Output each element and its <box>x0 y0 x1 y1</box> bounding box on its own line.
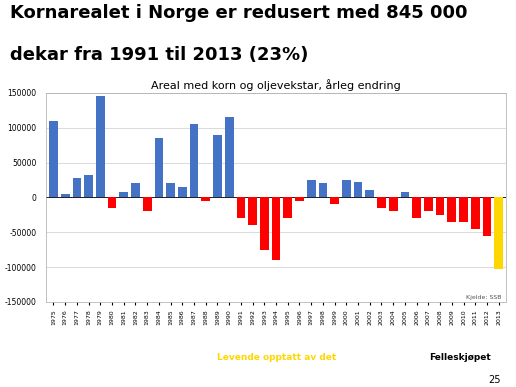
Bar <box>248 197 257 225</box>
Bar <box>225 117 234 197</box>
Bar <box>342 180 351 197</box>
Bar <box>295 197 304 201</box>
Bar <box>49 121 58 197</box>
Text: Levende opptatt av det: Levende opptatt av det <box>217 353 336 361</box>
Bar <box>178 187 187 197</box>
Bar <box>283 197 292 218</box>
Bar <box>389 197 398 211</box>
Bar <box>377 197 386 208</box>
Bar <box>84 175 93 197</box>
Text: Felleskjøpet: Felleskjøpet <box>429 353 491 361</box>
Text: 25: 25 <box>488 375 501 385</box>
Bar <box>471 197 479 229</box>
Bar <box>213 135 222 197</box>
Bar <box>353 182 362 197</box>
Bar <box>201 197 210 201</box>
Bar <box>61 194 70 197</box>
Text: dekar fra 1991 til 2013 (23%): dekar fra 1991 til 2013 (23%) <box>10 46 309 65</box>
Bar <box>424 197 433 211</box>
Bar <box>131 183 140 197</box>
Bar <box>154 138 163 197</box>
Text: Kjelde: SSB: Kjelde: SSB <box>465 295 501 300</box>
Bar <box>436 197 444 215</box>
Title: Areal med korn og oljevekstar, årleg endring: Areal med korn og oljevekstar, årleg end… <box>151 79 401 91</box>
Bar <box>96 96 105 197</box>
Bar <box>119 192 128 197</box>
Bar <box>260 197 269 250</box>
Bar <box>330 197 339 204</box>
Bar <box>271 197 281 260</box>
Y-axis label: Dekar: Dekar <box>0 186 2 209</box>
Text: Kornarealet i Norge er redusert med 845 000: Kornarealet i Norge er redusert med 845 … <box>10 4 468 22</box>
Bar <box>236 197 245 218</box>
Bar <box>307 180 316 197</box>
Bar <box>400 192 409 197</box>
Bar <box>190 124 199 197</box>
Bar <box>166 183 175 197</box>
Bar <box>318 183 327 197</box>
Bar <box>412 197 421 218</box>
Bar <box>494 197 503 269</box>
Bar <box>482 197 491 236</box>
Bar <box>73 178 82 197</box>
Bar <box>108 197 117 208</box>
Bar <box>459 197 468 222</box>
Bar <box>447 197 456 222</box>
Bar <box>365 190 374 197</box>
Bar <box>143 197 152 211</box>
